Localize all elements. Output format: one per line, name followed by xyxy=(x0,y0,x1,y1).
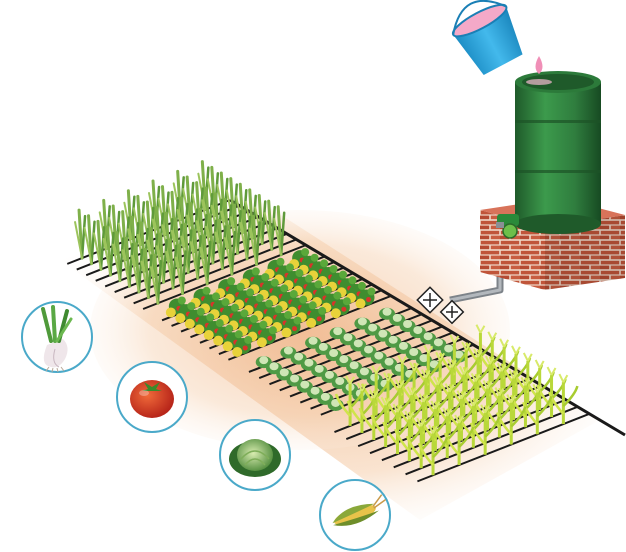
lateral-line xyxy=(417,412,590,483)
crop-field xyxy=(74,160,579,476)
tap-valve xyxy=(496,214,519,239)
onion-icon xyxy=(21,301,93,373)
cabbage-icon xyxy=(219,419,291,491)
crop-block-maize xyxy=(334,324,579,476)
lateral-line xyxy=(133,238,297,305)
lateral-line xyxy=(142,244,307,310)
maize-icon xyxy=(319,479,391,551)
water-drop xyxy=(526,56,552,85)
water-barrel xyxy=(515,71,601,234)
bucket xyxy=(451,0,523,76)
crop-block-tomato xyxy=(165,248,376,357)
crop-block-spring-onion xyxy=(74,160,286,305)
tomato-icon xyxy=(116,361,188,433)
filter-connectors xyxy=(416,286,465,325)
